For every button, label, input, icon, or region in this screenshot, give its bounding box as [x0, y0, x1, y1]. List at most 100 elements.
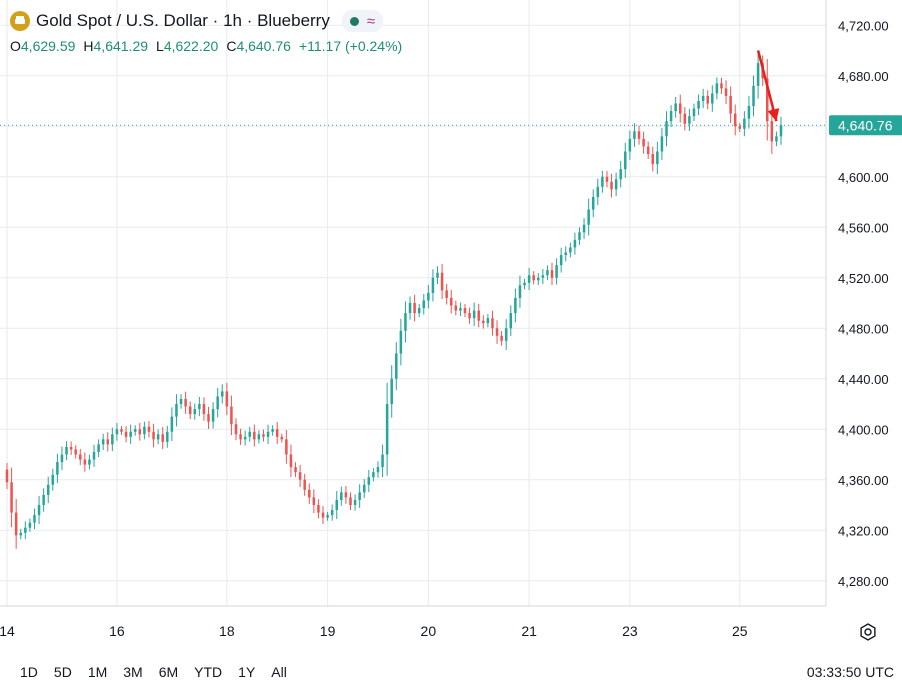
candle [518, 275, 522, 308]
candle [253, 424, 256, 447]
utc-clock[interactable]: 03:33:50 UTC [806, 664, 894, 680]
candle [385, 382, 389, 476]
timeframe-1m[interactable]: 1M [87, 664, 108, 680]
candle [5, 462, 9, 490]
y-tick-label: 4,680.00 [838, 69, 889, 84]
candle [395, 342, 398, 391]
candle [51, 468, 55, 491]
candle [120, 426, 123, 435]
time-axis[interactable]: 14 16 18 19 20 21 23 25 [0, 605, 826, 639]
annotation-arrow [756, 50, 780, 122]
candle [349, 492, 352, 510]
candle [427, 284, 430, 309]
candle [527, 267, 531, 291]
x-tick-label: 20 [421, 623, 437, 639]
candle [779, 116, 783, 145]
candle [239, 428, 242, 445]
candle [417, 303, 421, 318]
candle [573, 232, 577, 255]
timeframe-1y[interactable]: 1Y [238, 664, 256, 680]
status-indicators[interactable]: ≈ [341, 10, 384, 32]
candle [88, 454, 91, 470]
candle [220, 384, 224, 404]
candle [477, 303, 480, 328]
timeframe-all[interactable]: All [271, 664, 287, 680]
candle [156, 429, 160, 445]
market-open-dot-icon [349, 16, 359, 26]
low-value: 4,622.20 [163, 38, 219, 54]
candle [138, 422, 142, 441]
candle [298, 464, 302, 488]
candle [555, 258, 558, 285]
candle [770, 108, 774, 154]
candle [445, 283, 448, 305]
candle [285, 430, 288, 464]
candle [92, 444, 96, 467]
candle [248, 426, 251, 442]
candle [115, 422, 119, 441]
timeframe-3m[interactable]: 3M [123, 664, 143, 680]
chart-settings-gear-icon[interactable] [858, 622, 878, 642]
x-tick-label: 14 [0, 623, 15, 639]
candle [225, 382, 229, 416]
candle [152, 423, 155, 448]
candle [500, 330, 503, 346]
candle [422, 293, 426, 315]
candle [642, 131, 645, 154]
timeframe-6m[interactable]: 6M [158, 664, 179, 680]
candle [303, 473, 306, 496]
timeframe-1d[interactable]: 1D [20, 664, 38, 680]
timeframe-ytd[interactable]: YTD [194, 664, 223, 680]
x-tick-label: 16 [109, 623, 125, 639]
candle [202, 397, 206, 421]
candle [124, 426, 128, 443]
candle [601, 170, 604, 193]
candle [660, 127, 664, 160]
candle [468, 307, 471, 324]
candle [37, 496, 41, 525]
open-value: 4,629.59 [20, 38, 76, 54]
candle [97, 439, 100, 457]
candle [559, 247, 563, 273]
x-tick-label: 21 [521, 623, 537, 639]
y-tick-label: 4,360.00 [838, 473, 889, 488]
y-tick-label: 4,560.00 [838, 220, 889, 235]
candle [399, 318, 403, 366]
candle [381, 444, 384, 477]
candle [262, 429, 265, 442]
candle [463, 303, 467, 318]
candle [60, 446, 64, 471]
grid-lines [0, 0, 826, 606]
candle [715, 77, 719, 100]
candle [637, 125, 641, 145]
candle [308, 483, 311, 504]
candle [83, 452, 87, 472]
candle [523, 278, 526, 290]
candle [692, 103, 696, 122]
candle [404, 301, 407, 343]
candle [101, 433, 105, 451]
candle [486, 314, 490, 328]
candle [569, 242, 572, 258]
candle [413, 294, 416, 322]
timeframe-5d[interactable]: 5D [53, 664, 72, 680]
candle [10, 467, 13, 528]
arrow-shaft [756, 50, 778, 122]
price-axis[interactable]: 4,280.00 4,320.00 4,360.00 4,400.00 4,440.00… [825, 0, 889, 606]
candle [353, 494, 357, 511]
candle [129, 424, 132, 444]
symbol-title[interactable]: Gold Spot / U.S. Dollar · 1h · Blueberry [36, 11, 330, 30]
timeframe-selector: 1D 5D 1M 3M 6M YTD 1Y All [20, 664, 287, 680]
candle [321, 506, 325, 524]
candle [166, 425, 169, 448]
high-label: H [83, 38, 94, 54]
gold-bars-icon[interactable] [10, 11, 30, 31]
candle [449, 289, 453, 314]
candle [729, 86, 732, 124]
candle [390, 365, 393, 418]
candle [775, 131, 778, 147]
candle [431, 269, 435, 302]
candle [376, 461, 380, 478]
candle [564, 246, 568, 262]
